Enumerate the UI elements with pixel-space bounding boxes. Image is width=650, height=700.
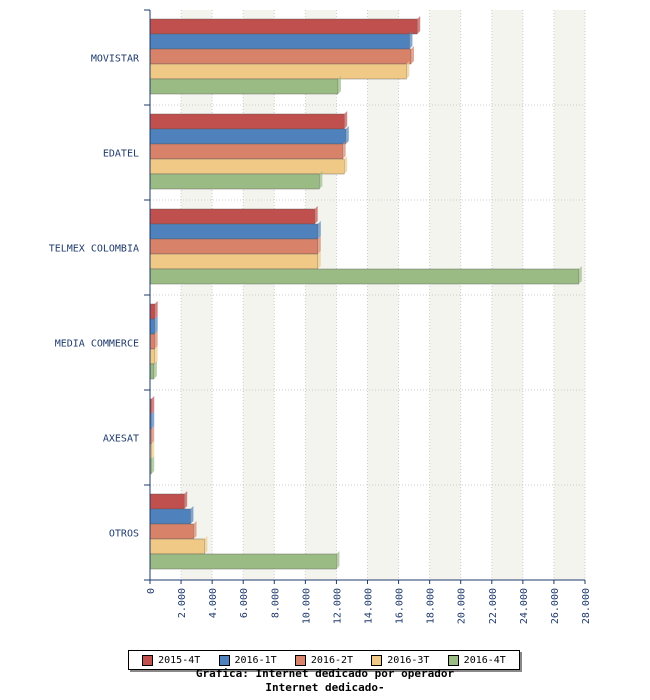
category-label: EDATEL <box>103 149 139 160</box>
bar-edge <box>154 331 158 349</box>
x-tick-label: 20.000 <box>457 588 468 624</box>
x-tick-label: 4.000 <box>208 588 219 618</box>
bar-2016-4T-media-commerce <box>149 363 155 380</box>
bar-edge <box>154 316 158 334</box>
bar-2016-2T-otros <box>149 523 194 540</box>
x-tick-label: 6.000 <box>239 588 250 618</box>
x-tick-label: 10.000 <box>301 588 312 624</box>
bar-edge <box>151 441 155 459</box>
x-tick-label: 26.000 <box>550 588 561 624</box>
bar-2016-2T-telmex-colombia <box>149 238 318 255</box>
bar-2016-3T-movistar <box>149 63 407 80</box>
bar-edge <box>317 251 321 269</box>
legend-item: 2016-1T <box>218 654 277 666</box>
bar-2016-1T-otros <box>149 508 191 525</box>
chart-subcaption: Internet dedicado- <box>265 681 385 694</box>
bar-edge <box>314 206 318 224</box>
legend-item: 2016-3T <box>371 654 430 666</box>
x-tick-label: 12.000 <box>332 588 343 624</box>
bar-2015-4T-media-commerce <box>149 303 155 320</box>
legend-item: 2016-2T <box>294 654 354 666</box>
chart-caption: Grafica: Internet dedicado por operador <box>195 667 455 680</box>
legend-swatch <box>142 654 154 666</box>
x-tick-label: 0 <box>146 588 157 594</box>
bar-2016-1T-movistar <box>149 33 410 50</box>
bar-edge <box>345 126 349 144</box>
legend-label: 2015-4T <box>158 654 201 666</box>
bar-2016-2T-movistar <box>149 48 412 65</box>
bar-edge <box>337 76 341 94</box>
bar-edge <box>319 171 323 189</box>
bar-edge <box>184 491 188 509</box>
bar-2016-3T-otros <box>149 538 205 555</box>
bar-2015-4T-edatel <box>149 113 345 130</box>
bar-edge <box>154 346 158 364</box>
x-tick-label: 16.000 <box>395 588 406 624</box>
bar-edge <box>317 236 321 254</box>
bar-2016-1T-telmex-colombia <box>149 223 318 240</box>
legend-label: 2016-3T <box>387 654 430 666</box>
category-label: OTROS <box>109 529 139 540</box>
bar-edge <box>151 396 155 414</box>
x-tick-label: 18.000 <box>426 588 437 624</box>
legend-label: 2016-1T <box>234 654 277 666</box>
bar-edge <box>151 456 155 474</box>
bar-2016-2T-media-commerce <box>149 333 155 350</box>
bar-edge <box>344 156 348 174</box>
bar-edge <box>190 506 194 524</box>
x-tick-label: 2.000 <box>177 588 188 618</box>
bar-edge <box>154 301 158 319</box>
legend-swatch <box>371 654 383 666</box>
bar-2016-1T-media-commerce <box>149 318 155 335</box>
x-tick-label: 14.000 <box>364 588 375 624</box>
bar-edge <box>336 551 340 569</box>
bar-edge <box>193 521 197 539</box>
bar-edge <box>317 221 321 239</box>
bar-edge <box>342 141 346 159</box>
bar-2016-4T-telmex-colombia <box>149 268 579 285</box>
bar-2016-3T-media-commerce <box>149 348 155 365</box>
bar-chart: MOVISTAR EDATEL TELMEX COLOMBIA MEDIA COMME… <box>49 9 592 624</box>
bar-edge <box>578 266 582 284</box>
bar-2016-4T-movistar <box>149 78 339 95</box>
x-tick-label: 28.000 <box>581 588 592 624</box>
bar-2016-1T-edatel <box>149 128 346 145</box>
category-label: TELMEX COLOMBIA <box>49 244 139 255</box>
legend-item: 2015-4T <box>142 654 201 666</box>
legend-item: 2016-4T <box>447 654 506 666</box>
bar-2015-4T-telmex-colombia <box>149 208 315 225</box>
bar-edge <box>344 111 348 129</box>
bar-edge <box>151 426 155 444</box>
bar-2016-4T-edatel <box>149 173 320 190</box>
bar-edge <box>153 361 157 379</box>
bar-2015-4T-otros <box>149 493 185 510</box>
bar-2016-2T-edatel <box>149 143 343 160</box>
bar-edge <box>204 536 208 554</box>
bar-2016-4T-otros <box>149 553 337 570</box>
legend-label: 2016-4T <box>463 654 506 666</box>
legend-swatch <box>294 654 306 666</box>
bar-edge <box>417 16 421 34</box>
legend: 2015-4T 2016-1T 2016-2T 2016-3T 2016-4T <box>128 650 520 670</box>
bar-2015-4T-movistar <box>149 18 418 35</box>
legend-swatch <box>447 654 459 666</box>
bar-edge <box>409 31 413 49</box>
category-label: MEDIA COMMERCE <box>55 339 139 350</box>
bar-2016-3T-telmex-colombia <box>149 253 318 270</box>
bar-edge <box>151 411 155 429</box>
bar-edge <box>406 61 410 79</box>
legend-swatch <box>218 654 230 666</box>
bar-2016-3T-edatel <box>149 158 345 175</box>
x-tick-label: 24.000 <box>519 588 530 624</box>
x-tick-label: 22.000 <box>488 588 499 624</box>
category-label: MOVISTAR <box>91 54 140 65</box>
category-label: AXESAT <box>103 434 139 445</box>
legend-label: 2016-2T <box>310 654 354 666</box>
grid-band <box>305 10 337 580</box>
grid-band <box>429 10 461 580</box>
x-tick-label: 8.000 <box>270 588 281 618</box>
bar-edge <box>411 46 414 64</box>
